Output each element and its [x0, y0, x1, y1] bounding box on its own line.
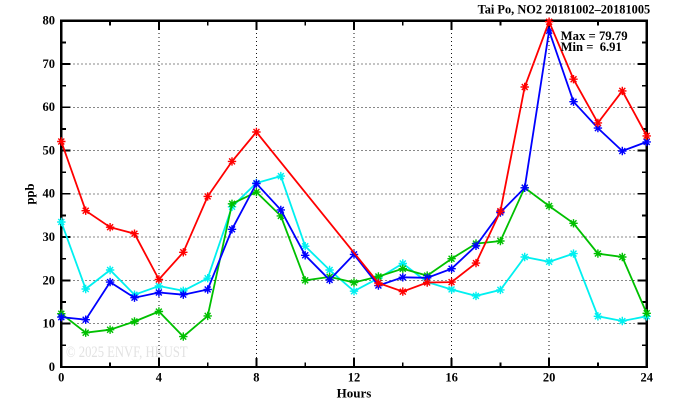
svg-text:16: 16	[445, 371, 458, 385]
svg-text:12: 12	[348, 371, 361, 385]
svg-text:0: 0	[49, 360, 55, 374]
svg-text:© 2025 ENVF, HKUST: © 2025 ENVF, HKUST	[66, 344, 188, 361]
svg-text:60: 60	[43, 100, 56, 114]
svg-text:70: 70	[43, 57, 56, 71]
svg-text:30: 30	[43, 230, 56, 244]
svg-text:20: 20	[43, 273, 56, 287]
svg-text:Hours: Hours	[337, 385, 372, 400]
svg-text:24: 24	[640, 371, 653, 385]
svg-text:8: 8	[253, 371, 259, 385]
svg-text:ppb: ppb	[23, 184, 37, 205]
svg-text:Max = 79.79: Max = 79.79	[561, 28, 628, 43]
svg-text:0: 0	[58, 371, 64, 385]
svg-text:10: 10	[43, 317, 56, 331]
svg-text:4: 4	[156, 371, 163, 385]
svg-text:Min = 6.91: Min = 6.91	[561, 39, 622, 54]
svg-text:80: 80	[43, 14, 56, 28]
svg-text:20: 20	[543, 371, 556, 385]
svg-text:Tai Po, NO2 20181002–20181005: Tai Po, NO2 20181002–20181005	[478, 2, 651, 17]
svg-text:40: 40	[43, 187, 56, 201]
svg-text:50: 50	[43, 144, 56, 158]
